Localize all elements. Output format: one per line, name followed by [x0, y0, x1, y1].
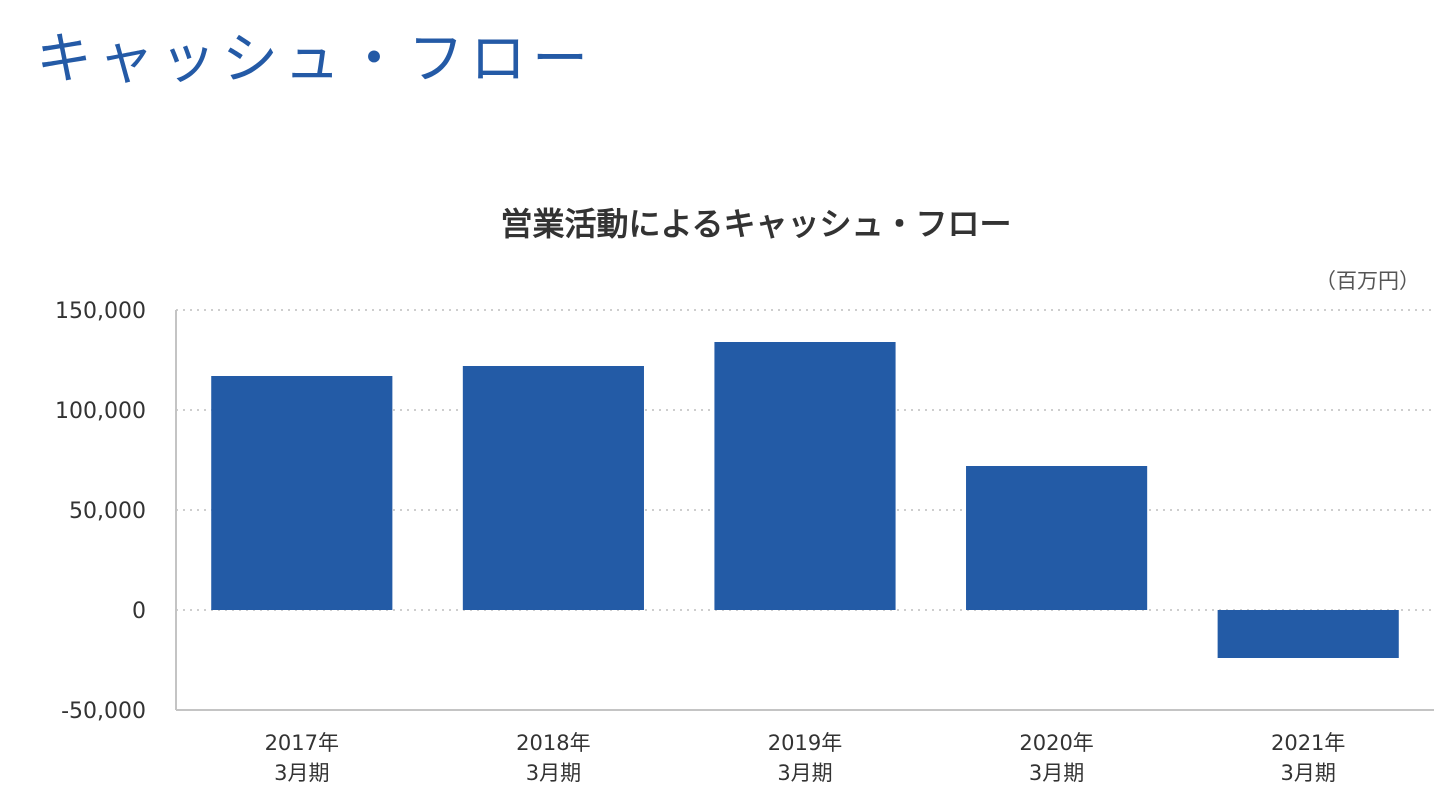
unit-label: （百万円）: [1315, 269, 1420, 293]
x-category-label-line: 2019年: [768, 731, 842, 755]
y-tick-label: -50,000: [61, 699, 146, 724]
x-category-label-line: 2020年: [1019, 731, 1093, 755]
y-tick-label: 100,000: [55, 399, 146, 424]
y-tick-label: 150,000: [55, 299, 146, 324]
bar: [966, 466, 1148, 610]
x-category-label-line: 2017年: [265, 731, 339, 755]
bar: [1217, 610, 1399, 658]
y-tick-labels: 150,000 100,000 50,000 0 -50,000: [55, 299, 146, 724]
x-category-label: 2018年 3月期: [516, 731, 590, 785]
axes: [175, 310, 1434, 711]
x-category-label: 2020年 3月期: [1019, 731, 1093, 785]
y-tick-label: 50,000: [69, 499, 146, 524]
x-category-label-line: 3月期: [1029, 761, 1084, 785]
chart-title: 営業活動によるキャッシュ・フロー: [500, 205, 1012, 243]
x-category-label-line: 3月期: [526, 761, 581, 785]
bars: [211, 342, 1399, 658]
x-category-label-line: 2021年: [1271, 731, 1345, 755]
x-category-label: 2021年 3月期: [1271, 731, 1345, 785]
x-category-label-line: 3月期: [777, 761, 832, 785]
x-category-label: 2017年 3月期: [265, 731, 339, 785]
x-category-label-line: 3月期: [274, 761, 329, 785]
x-category-labels: 2017年 3月期 2018年 3月期 2019年 3月期 2020年 3月期 2021年 3月期: [265, 731, 1346, 785]
bar: [462, 366, 644, 610]
x-category-label-line: 2018年: [516, 731, 590, 755]
y-tick-label: 0: [132, 599, 146, 624]
page-title: キャッシュ・フロー: [36, 27, 594, 92]
bar: [211, 376, 393, 610]
x-category-label-line: 3月期: [1281, 761, 1336, 785]
bar: [714, 342, 896, 610]
x-category-label: 2019年 3月期: [768, 731, 842, 785]
